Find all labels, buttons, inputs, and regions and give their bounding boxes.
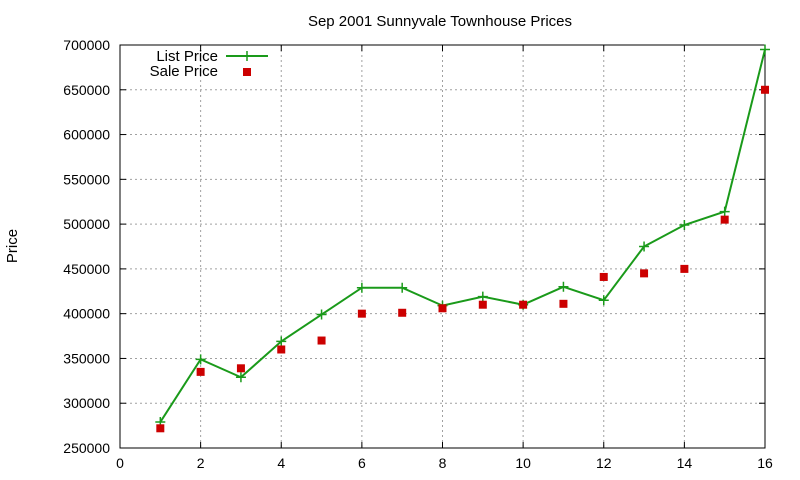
list-price-point [276, 336, 287, 347]
legend-marker-list-price [242, 51, 252, 61]
y-tick-label: 550000 [63, 171, 110, 187]
y-tick-label: 350000 [63, 350, 110, 366]
y-axis-label: Price [4, 229, 21, 263]
sale-price-point [680, 264, 689, 273]
list-price-point [719, 206, 730, 217]
y-tick-label: 700000 [63, 37, 110, 53]
list-price-point [195, 354, 206, 365]
y-tick-label: 450000 [63, 261, 110, 277]
y-tick-label: 600000 [63, 127, 110, 143]
list-price-point [760, 44, 770, 55]
sale-price-point [357, 309, 366, 318]
sale-price-point [519, 300, 528, 309]
sale-price-point [236, 364, 245, 373]
x-tick-label: 16 [757, 455, 773, 471]
grid-lines [120, 45, 765, 448]
list-price-point [558, 281, 569, 292]
list-price-point [356, 282, 367, 293]
legend-label-list-price: List Price [156, 48, 218, 65]
sale-price-point [761, 85, 769, 94]
y-tick-label: 250000 [63, 440, 110, 456]
list-price-point [598, 295, 609, 306]
list-price-point [679, 220, 690, 231]
x-tick-label: 6 [358, 455, 366, 471]
list-price-point [477, 291, 488, 302]
series-layer [155, 44, 770, 433]
list-price-point [316, 309, 327, 320]
y-tick-label: 300000 [63, 395, 110, 411]
legend-marker-sale-price [243, 68, 251, 76]
x-tick-label: 12 [596, 455, 612, 471]
sale-price-point [478, 300, 487, 309]
sale-price-point [156, 424, 165, 433]
sale-price-point [196, 367, 205, 376]
sale-price-point [720, 215, 729, 224]
list-price-point [397, 282, 408, 293]
sale-price-point [559, 299, 568, 308]
legend-label-sale-price: Sale Price [150, 63, 218, 80]
x-tick-label: 10 [515, 455, 531, 471]
y-tick-label: 500000 [63, 216, 110, 232]
x-axis: 0 2 4 6 8 10 12 14 16 [116, 45, 773, 471]
x-tick-label: 0 [116, 455, 124, 471]
sale-price-point [599, 272, 608, 281]
x-tick-label: 8 [439, 455, 447, 471]
x-tick-label: 2 [197, 455, 205, 471]
sale-price-point [398, 308, 407, 317]
sale-price-point [317, 336, 326, 345]
chart-title: Sep 2001 Sunnyvale Townhouse Prices [308, 13, 572, 30]
y-tick-label: 400000 [63, 306, 110, 322]
sale-price-point [438, 304, 447, 313]
sale-price-point [277, 345, 286, 354]
list-price-line [159, 49, 766, 423]
list-price-point [639, 241, 650, 252]
sale-price-point [640, 269, 649, 278]
list-price-point [235, 372, 246, 383]
y-axis: 250000 300000 350000 400000 450000 500000 5500… [63, 37, 765, 456]
y-tick-label: 650000 [63, 82, 110, 98]
x-tick-label: 4 [277, 455, 285, 471]
x-tick-label: 14 [677, 455, 693, 471]
